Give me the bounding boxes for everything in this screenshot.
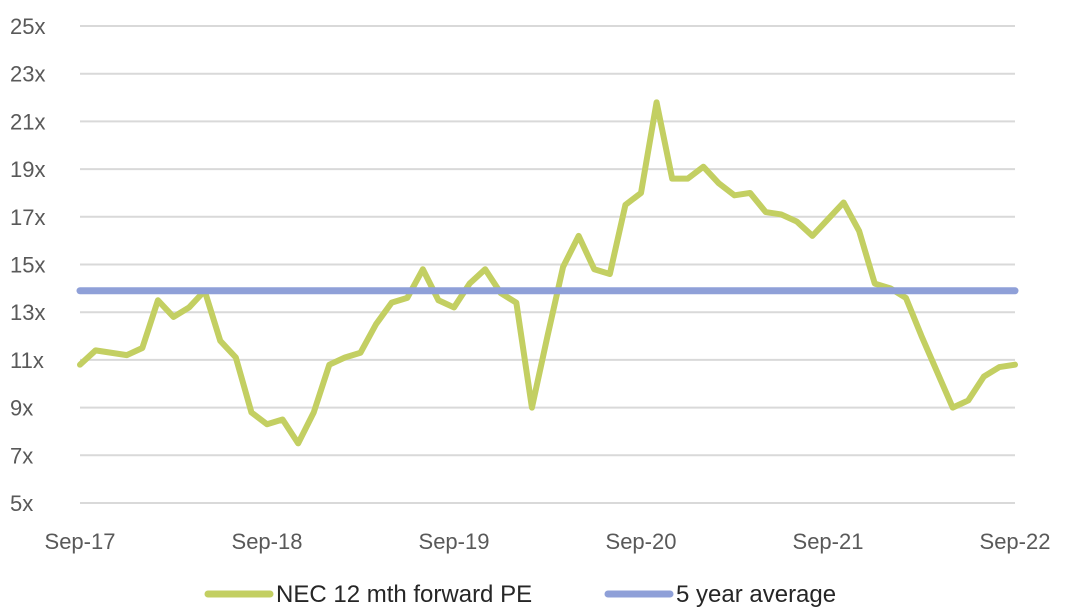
x-tick-label: Sep-21 bbox=[793, 529, 864, 554]
x-tick-label: Sep-17 bbox=[45, 529, 116, 554]
y-tick-label: 17x bbox=[10, 205, 45, 230]
y-tick-label: 19x bbox=[10, 157, 45, 182]
y-tick-label: 13x bbox=[10, 300, 45, 325]
legend-label: 5 year average bbox=[676, 581, 836, 608]
gridlines bbox=[80, 25, 1015, 504]
x-axis-ticks: Sep-17 Sep-18 Sep-19 Sep-20 Sep-21 Sep-22 bbox=[45, 529, 1051, 554]
x-tick-label: Sep-20 bbox=[606, 529, 677, 554]
y-tick-label: 7x bbox=[10, 443, 33, 468]
legend-label: NEC 12 mth forward PE bbox=[276, 581, 532, 608]
y-tick-label: 11x bbox=[10, 348, 44, 373]
y-tick-label: 21x bbox=[10, 109, 45, 134]
pe-series-line bbox=[77, 99, 1018, 447]
y-tick-label: 23x bbox=[10, 62, 45, 87]
y-tick-label: 25x bbox=[10, 14, 45, 39]
series-layer bbox=[76, 99, 1019, 447]
x-tick-label: Sep-19 bbox=[419, 529, 490, 554]
y-axis-ticks: 5x 7x 9x 11x 13x 15x 17x 19x 21x 23x 25x bbox=[10, 14, 45, 516]
y-tick-label: 9x bbox=[10, 396, 33, 421]
y-tick-label: 5x bbox=[10, 491, 33, 516]
y-tick-label: 15x bbox=[10, 253, 45, 278]
x-tick-label: Sep-22 bbox=[980, 529, 1051, 554]
x-tick-label: Sep-18 bbox=[232, 529, 303, 554]
legend: NEC 12 mth forward PE 5 year average bbox=[204, 581, 836, 608]
